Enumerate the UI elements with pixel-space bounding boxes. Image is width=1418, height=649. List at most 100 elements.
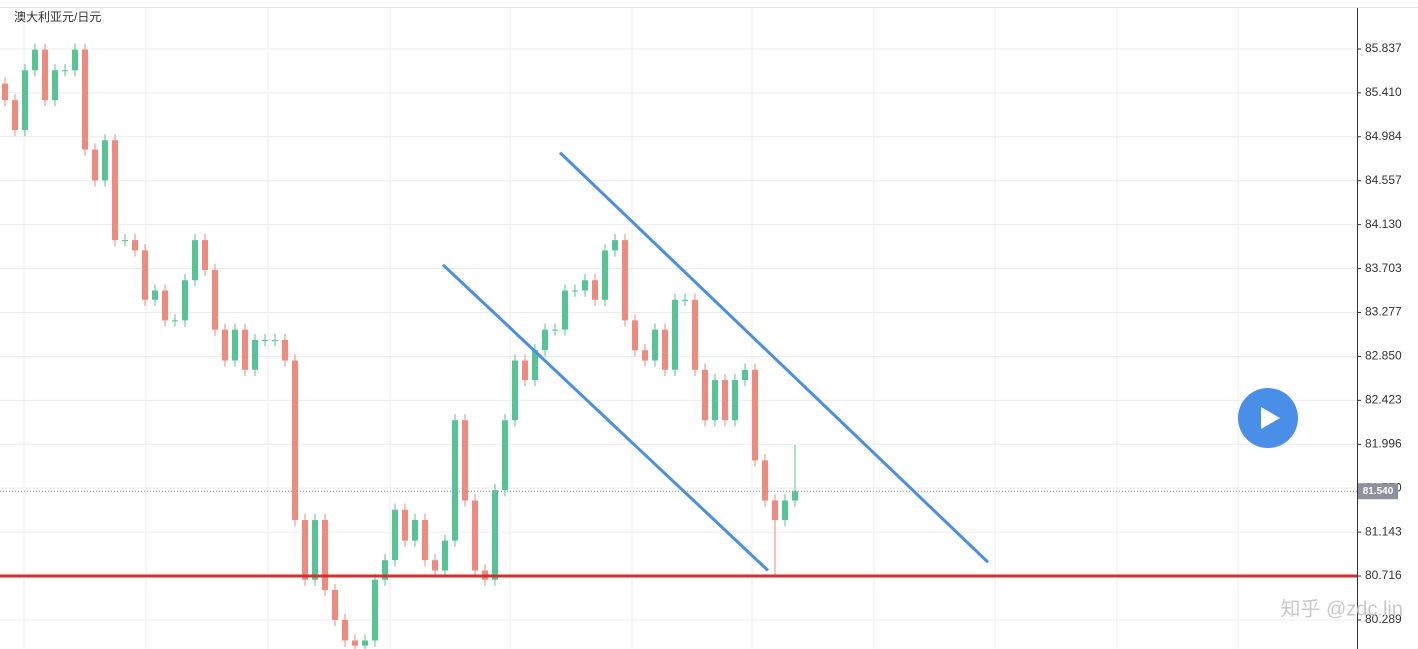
y-tick-label: 84.557: [1365, 173, 1402, 187]
candle-body: [742, 369, 748, 381]
candle-body: [442, 540, 448, 571]
candle-body: [272, 339, 278, 341]
candle-body: [652, 329, 658, 361]
y-tick-label: 82.423: [1365, 393, 1402, 407]
play-button[interactable]: [1238, 388, 1298, 448]
y-tick-label: 80.289: [1365, 612, 1402, 626]
candle-body: [522, 360, 528, 381]
trend-line: [558, 151, 990, 564]
candle-body: [142, 250, 148, 300]
candle-body: [152, 290, 158, 300]
candle-body: [672, 299, 678, 370]
candle-body: [292, 360, 298, 521]
candle-body: [212, 269, 218, 330]
candle-body: [392, 509, 398, 561]
candle-body: [362, 640, 368, 646]
y-tick-label: 81.143: [1365, 524, 1402, 538]
candle-body: [472, 500, 478, 571]
candle-body: [662, 329, 668, 370]
candle-body: [592, 280, 598, 300]
candle-body: [282, 339, 288, 361]
candle-body: [412, 520, 418, 541]
candle-body: [332, 590, 338, 620]
candle-body: [62, 70, 68, 72]
candle-body: [422, 520, 428, 561]
candle-body: [682, 299, 688, 301]
candle-body: [642, 350, 648, 361]
y-tick-label: 85.837: [1365, 41, 1402, 55]
candle-body: [712, 380, 718, 421]
chart-title: 澳大利亚元/日元: [14, 10, 101, 24]
candle-body: [262, 339, 268, 341]
candle-body: [252, 339, 258, 370]
candle-body: [12, 100, 18, 130]
candle-body: [372, 579, 378, 641]
candle-body: [352, 640, 358, 646]
candle-body: [122, 240, 128, 242]
candle-body: [132, 240, 138, 251]
last-price-label: 81.540: [1363, 486, 1394, 497]
candle-body: [722, 380, 728, 421]
candle-body: [92, 149, 98, 181]
y-tick-label: 83.277: [1365, 305, 1402, 319]
candle-body: [732, 380, 738, 421]
candle-body: [102, 140, 108, 181]
candle-body: [192, 240, 198, 281]
time-grid: [23, 8, 1239, 649]
y-tick-label: 83.703: [1365, 261, 1402, 275]
candle-body: [492, 490, 498, 580]
y-tick-label: 84.130: [1365, 217, 1402, 231]
candle-body: [72, 49, 78, 71]
candle-body: [32, 49, 38, 71]
candle-body: [42, 49, 48, 101]
candle-body: [602, 250, 608, 300]
candle-body: [232, 329, 238, 361]
candle-body: [162, 290, 168, 321]
watermark: 知乎 @zdc.lin: [1280, 597, 1403, 620]
trend-line: [441, 263, 770, 572]
candle-body: [612, 240, 618, 251]
candle-body: [762, 460, 768, 501]
y-tick-label: 81.996: [1365, 436, 1402, 450]
candle-body: [452, 420, 458, 541]
candle-body: [772, 500, 778, 521]
candle-body: [342, 619, 348, 641]
candle-body: [752, 369, 758, 461]
candle-body: [702, 369, 708, 421]
candle-body: [532, 350, 538, 381]
candle-body: [322, 520, 328, 591]
candle-body: [2, 83, 8, 101]
y-tick-label: 84.984: [1365, 129, 1402, 143]
candle-body: [692, 299, 698, 370]
candle-body: [22, 70, 28, 130]
candle-body: [202, 240, 208, 270]
candle-body: [572, 290, 578, 292]
y-tick-label: 82.850: [1365, 349, 1402, 363]
candle-body: [632, 320, 638, 351]
candle-body: [582, 280, 588, 291]
play-icon[interactable]: [1261, 407, 1280, 429]
candle-body: [82, 49, 88, 150]
candle-body: [512, 360, 518, 421]
candle-body: [402, 509, 408, 541]
candle-body: [502, 420, 508, 491]
candle-body: [382, 560, 388, 580]
candle-body: [782, 500, 788, 521]
candle-body: [432, 560, 438, 571]
candle-body: [562, 290, 568, 330]
candle-body: [182, 280, 188, 321]
candle-body: [222, 329, 228, 361]
candle-body: [542, 329, 548, 351]
candle-body: [462, 420, 468, 501]
y-tick-label: 80.716: [1365, 568, 1402, 582]
candle-body: [52, 70, 58, 101]
candle-body: [302, 520, 308, 580]
candle-body: [552, 329, 558, 331]
candle-body: [312, 520, 318, 580]
y-tick-label: 85.410: [1365, 85, 1402, 99]
candle-body: [242, 329, 248, 370]
candle-body: [792, 491, 798, 501]
candle-body: [622, 240, 628, 321]
